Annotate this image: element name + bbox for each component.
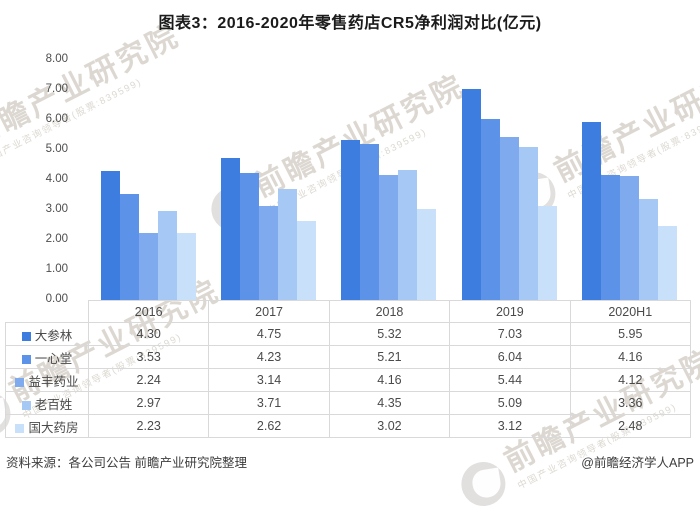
legend-cell-一心堂: 一心堂 [5, 345, 89, 369]
table-row: 大参林 4.30 4.75 5.32 7.03 5.95 [5, 322, 691, 346]
credit-tag: @前瞻经济学人APP [581, 456, 694, 470]
bar-老百姓-2016 [157, 210, 177, 300]
legend-cell-老百姓: 老百姓 [5, 391, 89, 415]
bar-group-2016 [88, 60, 208, 300]
bar-老百姓-2018 [398, 169, 418, 300]
table-row: 益丰药业 2.24 3.14 4.16 5.44 4.12 [5, 368, 691, 392]
legend-swatch-icon [21, 331, 31, 341]
bar-一心堂-2018 [360, 143, 380, 300]
table-header-2019: 2019 [449, 300, 571, 323]
legend-swatch-icon [21, 354, 31, 364]
bar-益丰药业-2019 [499, 136, 519, 300]
legend-swatch-icon [15, 377, 25, 387]
bar-益丰药业-2016 [138, 232, 158, 300]
value-cell-大参林-2020H1: 5.95 [569, 322, 691, 346]
series-name: 大参林 [34, 328, 73, 343]
y-tick-label: 8.00 [45, 53, 68, 65]
table-header-2016: 2016 [87, 300, 210, 323]
value-cell-益丰药业-2016: 2.24 [87, 368, 210, 392]
bar-国大药房-2020H1 [658, 225, 678, 300]
table-corner-cell [6, 301, 89, 323]
value-cell-国大药房-2020H1: 2.48 [569, 414, 691, 438]
legend-cell-国大药房: 国大药房 [5, 414, 89, 438]
table-row: 一心堂 3.53 4.23 5.21 6.04 4.16 [5, 345, 691, 369]
value-cell-一心堂-2016: 3.53 [87, 345, 210, 369]
table-row: 国大药房 2.23 2.62 3.02 3.12 2.48 [5, 414, 691, 438]
bar-大参林-2018 [341, 140, 361, 300]
source-note: 资料来源：各公司公告 前瞻产业研究院整理 [6, 456, 247, 470]
table-header-2020H1: 2020H1 [569, 300, 691, 323]
legend-swatch-icon [21, 400, 31, 410]
bar-老百姓-2019 [518, 147, 538, 300]
bar-老百姓-2020H1 [639, 199, 659, 300]
value-cell-大参林-2019: 7.03 [449, 322, 571, 346]
legend-cell-大参林: 大参林 [5, 322, 89, 346]
bar-group-2018 [329, 60, 449, 300]
value-cell-一心堂-2020H1: 4.16 [569, 345, 691, 369]
series-name: 益丰药业 [28, 374, 79, 389]
bar-大参林-2019 [461, 89, 481, 300]
bar-益丰药业-2018 [379, 175, 399, 300]
table-header-2017: 2017 [208, 300, 330, 323]
table-row: 老百姓 2.97 3.71 4.35 5.09 3.36 [5, 391, 691, 415]
bar-一心堂-2017 [240, 173, 260, 300]
bar-大参林-2016 [100, 171, 120, 300]
value-cell-大参林-2016: 4.30 [87, 322, 210, 346]
value-cell-益丰药业-2019: 5.44 [449, 368, 571, 392]
bar-大参林-2017 [221, 157, 241, 300]
value-cell-老百姓-2017: 3.71 [208, 391, 330, 415]
y-tick-label: 4.00 [45, 173, 68, 185]
bar-国大药房-2018 [417, 209, 437, 300]
y-tick-label: 6.00 [45, 113, 68, 125]
bar-group-2020H1 [570, 60, 690, 300]
bar-老百姓-2017 [278, 188, 298, 300]
bar-国大药房-2019 [537, 206, 557, 300]
y-tick-label: 7.00 [45, 83, 68, 95]
value-cell-一心堂-2018: 5.21 [328, 345, 451, 369]
value-cell-大参林-2018: 5.32 [328, 322, 451, 346]
bar-国大药房-2016 [176, 233, 196, 300]
value-cell-益丰药业-2020H1: 4.12 [569, 368, 691, 392]
value-cell-国大药房-2017: 2.62 [208, 414, 330, 438]
legend-cell-益丰药业: 益丰药业 [5, 368, 89, 392]
series-name: 国大药房 [28, 420, 79, 435]
value-cell-老百姓-2019: 5.09 [449, 391, 571, 415]
legend-swatch-icon [15, 423, 25, 433]
series-name: 一心堂 [34, 351, 73, 366]
value-cell-一心堂-2019: 6.04 [449, 345, 571, 369]
value-cell-益丰药业-2018: 4.16 [328, 368, 451, 392]
bar-一心堂-2016 [119, 194, 139, 300]
series-name: 老百姓 [34, 397, 73, 412]
bar-益丰药业-2017 [259, 205, 279, 300]
value-cell-老百姓-2018: 4.35 [328, 391, 451, 415]
value-cell-一心堂-2017: 4.23 [208, 345, 330, 369]
chart-title: 图表3：2016-2020年零售药店CR5净利润对比(亿元) [158, 15, 542, 32]
value-cell-老百姓-2016: 2.97 [87, 391, 210, 415]
y-tick-label: 0.00 [45, 293, 68, 305]
value-cell-大参林-2017: 4.75 [208, 322, 330, 346]
bar-group-2017 [208, 60, 328, 300]
table-header-2018: 2018 [328, 300, 451, 323]
bar-一心堂-2019 [480, 118, 500, 300]
y-tick-label: 1.00 [45, 263, 68, 275]
y-tick-label: 2.00 [45, 233, 68, 245]
bar-大参林-2020H1 [582, 121, 602, 300]
y-tick-label: 5.00 [45, 143, 68, 155]
data-table: 2016 2017 2018 2019 2020H1 大参林 4.30 4.75 5.32 7.… [5, 300, 691, 438]
qianzhan-logo-icon [453, 454, 514, 514]
bar-益丰药业-2020H1 [620, 176, 640, 300]
y-tick-label: 3.00 [45, 203, 68, 215]
value-cell-国大药房-2016: 2.23 [87, 414, 210, 438]
value-cell-国大药房-2019: 3.12 [449, 414, 571, 438]
value-cell-老百姓-2020H1: 3.36 [569, 391, 691, 415]
value-cell-国大药房-2018: 3.02 [328, 414, 451, 438]
bar-国大药房-2017 [297, 221, 317, 300]
value-cell-益丰药业-2017: 3.14 [208, 368, 330, 392]
bar-一心堂-2020H1 [601, 175, 621, 300]
bar-group-2019 [449, 60, 569, 300]
